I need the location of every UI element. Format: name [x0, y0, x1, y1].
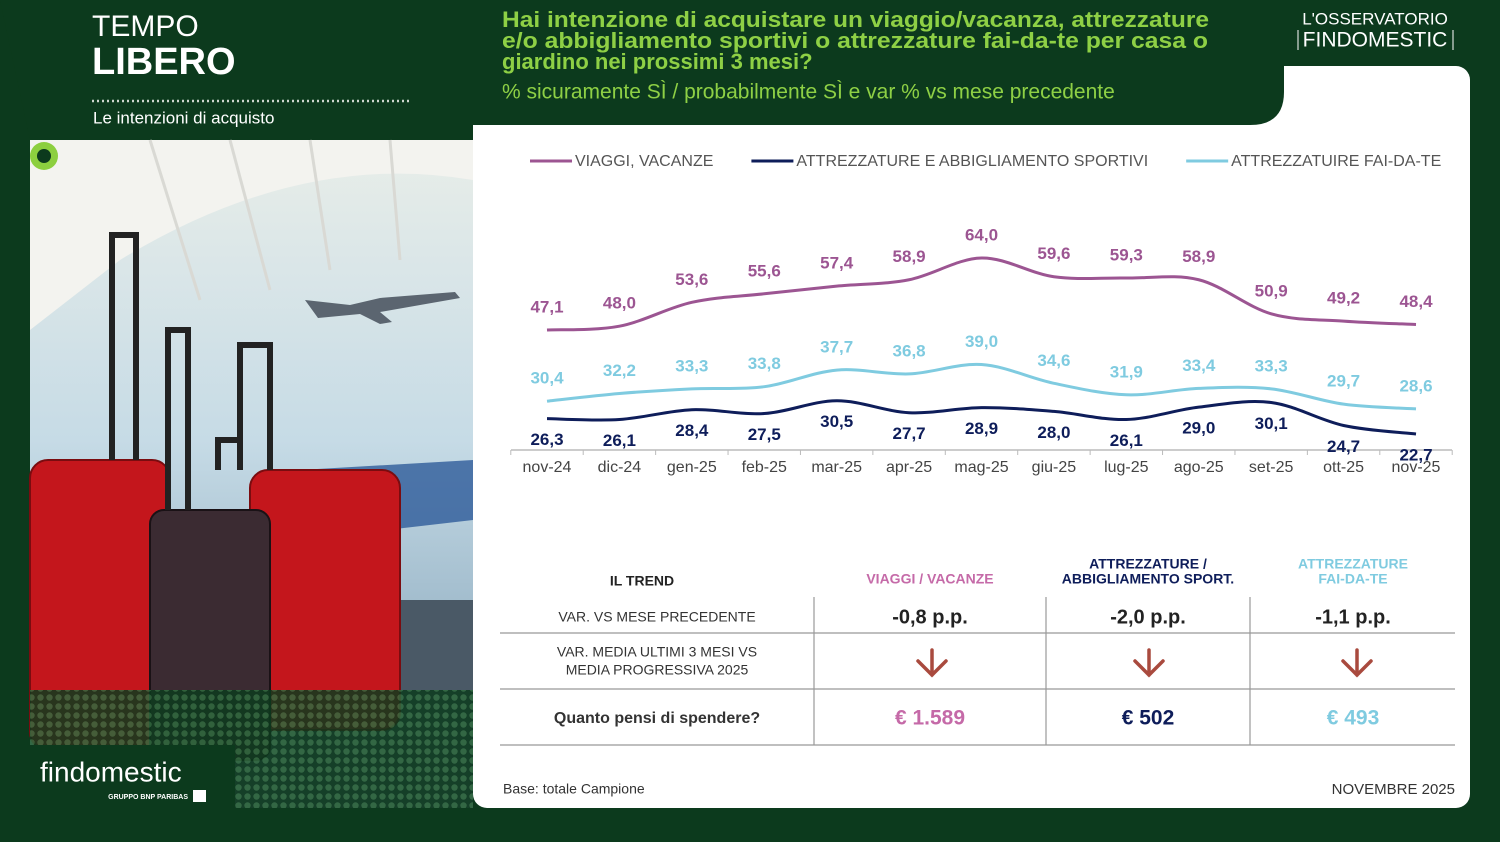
- x-tick-label: feb-25: [742, 459, 787, 476]
- data-label: 58,9: [893, 247, 926, 266]
- x-tick-label: giu-25: [1032, 459, 1077, 476]
- x-tick-label: lug-25: [1104, 459, 1149, 476]
- data-label: 28,0: [1037, 423, 1070, 442]
- data-label: 28,6: [1399, 376, 1432, 395]
- data-label: 36,8: [893, 341, 926, 360]
- data-label: 50,9: [1255, 281, 1288, 300]
- section-label: Le intenzioni di acquisto: [93, 108, 274, 127]
- table-grid: [500, 597, 1455, 746]
- column-header: FAI-DA-TE: [1318, 571, 1387, 587]
- header-tab: [473, 60, 1284, 125]
- data-label: 59,3: [1110, 246, 1143, 265]
- data-label: 47,1: [530, 298, 563, 317]
- x-tick-label: mag-25: [954, 459, 1008, 476]
- data-label: 57,4: [820, 254, 854, 273]
- data-label: 49,2: [1327, 289, 1360, 308]
- table-cell: -2,0 p.p.: [1110, 606, 1186, 628]
- photo: [29, 139, 473, 808]
- data-label: 58,9: [1182, 247, 1215, 266]
- header-left: [0, 0, 473, 140]
- column-header: ABBIGLIAMENTO SPORT.: [1062, 571, 1234, 587]
- data-label: 30,4: [530, 369, 564, 388]
- x-tick-label: apr-25: [886, 459, 932, 476]
- data-label: 29,0: [1182, 419, 1215, 438]
- legend-label: ATTREZZATURE E ABBIGLIAMENTO SPORTIVI: [796, 153, 1148, 170]
- data-label: 26,3: [530, 430, 563, 449]
- brand-bottom: FINDOMESTIC: [1303, 29, 1448, 52]
- data-label: 33,4: [1182, 356, 1216, 375]
- date-note: NOVEMBRE 2025: [1332, 781, 1455, 798]
- base-note: Base: totale Campione: [503, 781, 645, 797]
- data-label: 64,0: [965, 225, 998, 244]
- series-line: [546, 362, 1417, 411]
- table-title: IL TREND: [610, 573, 674, 589]
- x-tick-label: nov-24: [523, 459, 572, 476]
- logo: findomestic: [40, 756, 182, 787]
- series-line: [546, 399, 1417, 436]
- chart-title: giardino nei prossimi 3 mesi?: [502, 49, 813, 74]
- data-label: 22,7: [1399, 445, 1432, 464]
- data-label: 27,5: [748, 425, 781, 444]
- header-line2: LIBERO: [92, 41, 236, 83]
- data-label: 29,7: [1327, 372, 1360, 391]
- content-panel: [473, 66, 1470, 808]
- chart-title: e/o abbigliamento sportivi o attrezzatur…: [502, 28, 1208, 53]
- chart-title: Hai intenzione di acquistare un viaggio/…: [502, 7, 1209, 32]
- data-label: 32,2: [603, 361, 636, 380]
- data-label: 24,7: [1327, 437, 1360, 456]
- data-label: 31,9: [1110, 362, 1143, 381]
- icon-inner: [37, 149, 51, 163]
- table-cell: € 1.589: [895, 707, 965, 730]
- logo-group: GRUPPO BNP PARIBAS: [108, 794, 188, 801]
- legend-label: VIAGGI, VACANZE: [575, 153, 713, 170]
- trend-table: IL TREND VIAGGI / VACANZE ATTREZZATURE /AB…: [500, 556, 1455, 746]
- data-label: 55,6: [748, 261, 781, 280]
- data-label: 53,6: [675, 270, 708, 289]
- data-label: 34,6: [1037, 351, 1070, 370]
- x-tick-label: nov-25: [1392, 459, 1441, 476]
- data-label: 28,9: [965, 419, 998, 438]
- data-label: 27,7: [893, 424, 926, 443]
- brand-top: L'OSSERVATORIO: [1302, 9, 1448, 28]
- x-tick-label: mar-25: [811, 459, 862, 476]
- data-label: 30,5: [820, 412, 853, 431]
- column-header: VIAGGI / VACANZE: [866, 571, 993, 587]
- data-label: 37,7: [820, 338, 853, 357]
- data-label: 39,0: [965, 332, 998, 351]
- x-tick-label: ago-25: [1174, 459, 1224, 476]
- down-arrows: [916, 648, 1373, 678]
- data-label: 30,1: [1255, 414, 1288, 433]
- header-line1: TEMPO: [92, 10, 199, 43]
- table-cell: -1,1 p.p.: [1315, 606, 1391, 628]
- x-tick-label: gen-25: [667, 459, 717, 476]
- row-label: VAR. MEDIA ULTIMI 3 MESI VS: [557, 644, 757, 660]
- row-label: Quanto pensi di spendere?: [554, 710, 760, 727]
- legend-label: ATTREZZATUIRE FAI-DA-TE: [1231, 153, 1441, 170]
- data-label: 26,1: [603, 431, 636, 450]
- data-label: 33,3: [1255, 356, 1288, 375]
- row-label: VAR. VS MESE PRECEDENTE: [558, 609, 755, 625]
- data-label: 33,8: [748, 354, 781, 373]
- data-label: 59,6: [1037, 244, 1070, 263]
- table-cell: € 502: [1122, 707, 1175, 730]
- data-label: 26,1: [1110, 431, 1143, 450]
- data-label: 33,3: [675, 356, 708, 375]
- data-label: 48,4: [1399, 292, 1433, 311]
- table-cell: € 493: [1327, 707, 1380, 730]
- chart: VIAGGI, VACANZE ATTREZZATURE E ABBIGLIAME…: [510, 153, 1453, 476]
- logo-mark: [193, 790, 206, 802]
- data-label: 48,0: [603, 294, 636, 313]
- table-cell: -0,8 p.p.: [892, 606, 968, 628]
- chart-subtitle: % sicuramente SÌ / probabilmente SÌ e va…: [502, 81, 1115, 104]
- column-header: ATTREZZATURE: [1298, 556, 1408, 572]
- x-tick-label: ott-25: [1323, 459, 1364, 476]
- row-label: MEDIA PROGRESSIVA 2025: [566, 662, 749, 678]
- data-label: 28,4: [675, 421, 709, 440]
- series-line: [546, 256, 1417, 332]
- column-header: ATTREZZATURE /: [1089, 556, 1207, 572]
- x-tick-label: set-25: [1249, 459, 1294, 476]
- x-tick-label: dic-24: [598, 459, 642, 476]
